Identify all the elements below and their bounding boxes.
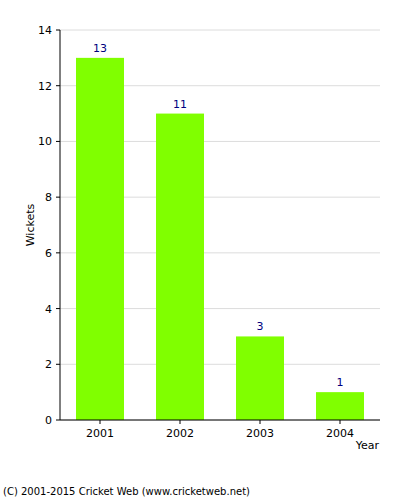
- x-tick: [180, 420, 181, 424]
- x-tick-label: 2001: [86, 427, 114, 440]
- y-axis: [60, 30, 61, 420]
- bar: [316, 392, 364, 420]
- footer-credit: (C) 2001-2015 Cricket Web (www.cricketwe…: [3, 486, 250, 497]
- x-axis-label: Year: [355, 439, 380, 452]
- bars: [76, 58, 364, 420]
- bar: [236, 336, 284, 420]
- y-tick: [56, 85, 60, 86]
- x-axis: [60, 420, 380, 421]
- grid-line: [60, 420, 380, 421]
- chart-root: 0 2 4 6 8 10 12 14 13 11 3 1 2001 2002 2003 2004Year Wic…: [0, 0, 400, 500]
- y-tick-label: 4: [45, 303, 52, 316]
- data-label: 13: [93, 42, 107, 55]
- y-tick-label: 0: [45, 414, 52, 427]
- grid-line: [60, 30, 380, 31]
- y-tick-label: 6: [45, 247, 52, 260]
- y-tick: [56, 252, 60, 253]
- bar: [156, 114, 204, 420]
- data-label: 1: [337, 376, 344, 389]
- y-tick-label: 12: [38, 80, 52, 93]
- x-tick: [100, 420, 101, 424]
- y-tick: [56, 30, 60, 31]
- x-tick: [260, 420, 261, 424]
- x-tick-label: 2002: [166, 427, 194, 440]
- y-tick-label: 2: [45, 358, 52, 371]
- y-tick: [56, 141, 60, 142]
- bar: [76, 58, 124, 420]
- y-tick-label: 14: [38, 24, 52, 37]
- y-tick: [56, 308, 60, 309]
- x-tick: [340, 420, 341, 424]
- y-tick-label: 8: [45, 191, 52, 204]
- chart-svg: 0 2 4 6 8 10 12 14 13 11 3 1 2001 2002 2003 2004Year Wic…: [0, 0, 400, 500]
- data-label: 3: [257, 320, 264, 333]
- y-tick: [56, 197, 60, 198]
- y-tick-label: 10: [38, 135, 52, 148]
- y-tick: [56, 420, 60, 421]
- x-tick-label: 2004: [326, 427, 354, 440]
- data-label: 11: [173, 98, 187, 111]
- y-tick: [56, 364, 60, 365]
- x-tick-label: 2003: [246, 427, 274, 440]
- y-axis-label: Wickets: [24, 203, 37, 246]
